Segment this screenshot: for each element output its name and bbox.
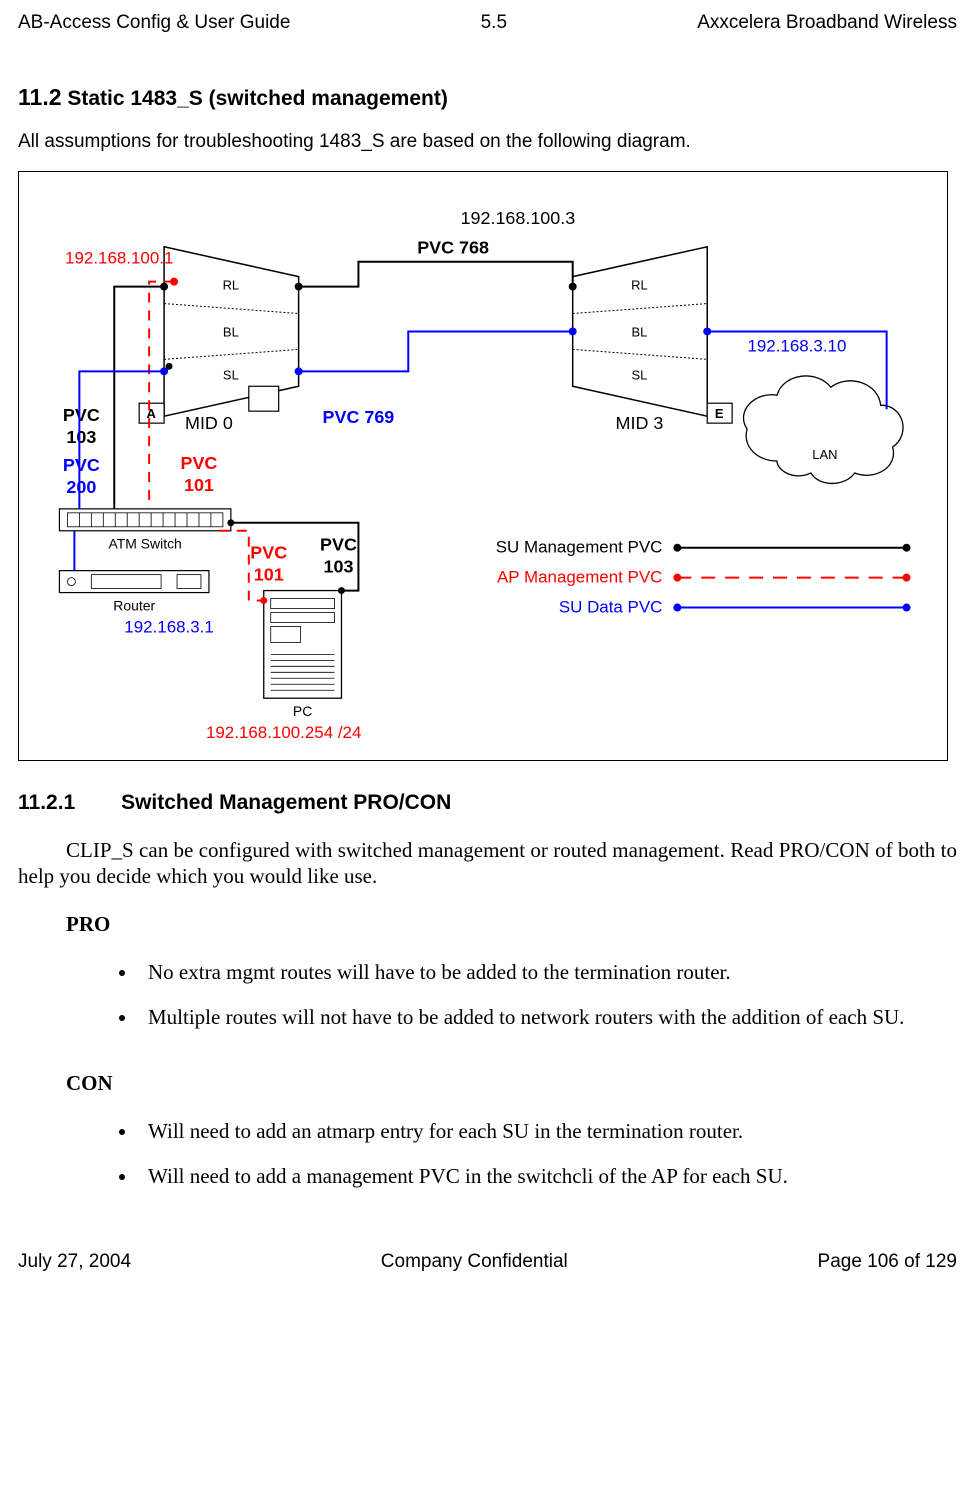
pvc103-b: 103: [66, 427, 96, 447]
pvc103-a: PVC: [63, 405, 100, 425]
pro-item: No extra mgmt routes will have to be add…: [138, 959, 957, 986]
router-label: Router: [113, 598, 155, 614]
dot-a-rl-left-red: [170, 278, 178, 286]
block-a-label: MID 0: [185, 413, 233, 433]
pvc200-a: PVC: [63, 455, 100, 475]
block-e-rl: RL: [631, 278, 648, 293]
header-center: 5.5: [481, 12, 507, 34]
dot-a-sl-right: [295, 367, 303, 375]
atm-switch-ports: [67, 513, 222, 527]
legend-su-mgmt-dot2: [903, 544, 911, 552]
pvc200-b: 200: [66, 477, 96, 497]
dot-pc-left-red: [260, 597, 267, 604]
dot-pc-top: [338, 587, 345, 594]
dot-e-rl-left: [569, 283, 577, 291]
subsection-heading: 11.2.1 Switched Management PRO/CON: [18, 791, 957, 815]
lan-label: LAN: [812, 447, 837, 462]
pro-label: PRO: [66, 912, 957, 937]
pc-drive2: [271, 613, 335, 623]
con-item: Will need to add a management PVC in the…: [138, 1163, 957, 1190]
pvc101pc-a: PVC: [250, 543, 287, 563]
page: AB-Access Config & User Guide 5.5 Axxcel…: [0, 0, 975, 1297]
pvc769-label: PVC 769: [323, 407, 395, 427]
network-diagram: RL BL SL A MID 0 RL BL SL E MID 3 LAN: [18, 171, 948, 761]
header-left: AB-Access Config & User Guide: [18, 12, 290, 34]
header-right: Axxcelera Broadband Wireless: [697, 12, 957, 34]
block-e-sl: SL: [632, 367, 648, 382]
dot-a-rl-right: [295, 283, 303, 291]
block-e-tag: E: [715, 406, 724, 421]
block-a-rl: RL: [223, 278, 240, 293]
con-list: Will need to add an atmarp entry for eac…: [18, 1118, 957, 1191]
router-ports: [91, 575, 161, 589]
legend-ap-mgmt-dot2: [903, 574, 911, 582]
con-label: CON: [66, 1071, 957, 1096]
pvc768-label: PVC 768: [417, 238, 489, 258]
footer-center: Company Confidential: [381, 1251, 568, 1273]
intro-text: All assumptions for troubleshooting 1483…: [18, 131, 957, 153]
subsection-para: CLIP_S can be configured with switched m…: [18, 837, 957, 890]
router-ip: 192.168.3.1: [124, 617, 213, 636]
router-led: [67, 578, 75, 586]
pro-list: No extra mgmt routes will have to be add…: [18, 959, 957, 1032]
section-heading: 11.2 Static 1483_S (switched management): [18, 84, 957, 111]
pvc101-a: PVC: [181, 453, 218, 473]
block-e-label: MID 3: [616, 413, 664, 433]
dot-e-bl-right: [703, 327, 711, 335]
section-title: Static 1483_S (switched management): [67, 87, 447, 110]
dot-e-bl-left: [569, 327, 577, 335]
ap-ip: 192.168.100.1: [65, 249, 173, 268]
lan-cloud: [744, 376, 904, 483]
pvc103pc-b: 103: [324, 557, 354, 577]
section-number: 11.2: [18, 84, 62, 110]
pvc103pc-a: PVC: [320, 535, 357, 555]
block-a-bl: BL: [223, 324, 239, 339]
block-e-bl: BL: [632, 324, 648, 339]
legend-su-mgmt-label: SU Management PVC: [496, 538, 663, 557]
dot-a-sl-left2: [166, 363, 173, 370]
block-a-tag: A: [146, 406, 155, 421]
line-pvc768: [299, 262, 573, 287]
dot-a-rl-left: [160, 283, 168, 291]
legend-ap-mgmt-label: AP Management PVC: [497, 568, 662, 587]
con-item: Will need to add an atmarp entry for eac…: [138, 1118, 957, 1145]
line-pvc103-left: [114, 287, 164, 509]
footer-right: Page 106 of 129: [818, 1251, 957, 1273]
block-a-notch: [249, 386, 279, 411]
pc-label: PC: [293, 703, 312, 719]
dot-atm-right: [227, 519, 234, 526]
subsection-title: Switched Management PRO/CON: [121, 791, 451, 814]
su-lan-ip: 192.168.3.10: [747, 336, 846, 355]
su-ip: 192.168.100.3: [461, 208, 576, 228]
page-header: AB-Access Config & User Guide 5.5 Axxcel…: [18, 12, 957, 34]
atm-switch-label: ATM Switch: [108, 536, 181, 552]
pro-item: Multiple routes will not have to be adde…: [138, 1004, 957, 1031]
pc-drive1: [271, 599, 335, 609]
footer-left: July 27, 2004: [18, 1251, 131, 1273]
line-pvc769: [299, 331, 573, 371]
subsection-number: 11.2.1: [18, 791, 75, 814]
pc-ip: 192.168.100.254 /24: [206, 723, 361, 742]
pvc101-b: 101: [184, 475, 214, 495]
page-footer: July 27, 2004 Company Confidential Page …: [18, 1251, 957, 1273]
diagram-svg: RL BL SL A MID 0 RL BL SL E MID 3 LAN: [19, 172, 947, 760]
legend-su-data-dot2: [903, 604, 911, 612]
pc-floppy: [271, 626, 301, 642]
legend-su-data-label: SU Data PVC: [559, 598, 663, 617]
block-a-sl: SL: [223, 367, 239, 382]
router-port2: [177, 575, 201, 589]
pvc101pc-b: 101: [254, 565, 284, 585]
